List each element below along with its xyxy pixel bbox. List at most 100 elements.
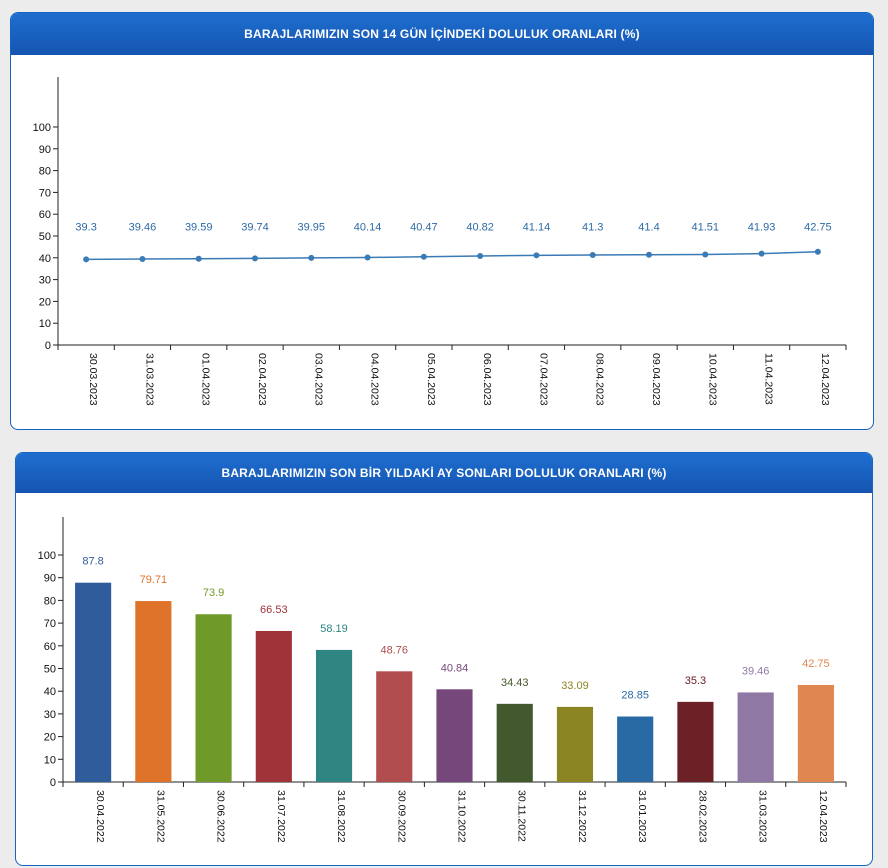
- monthly-bar-chart: 0 10 20 30 40 50 60 70 80 90 100 87.8 30.04.2022 79.7…: [38, 517, 847, 843]
- data-label: 41.4: [638, 222, 659, 234]
- data-label: 40.14: [354, 222, 382, 234]
- bar: [255, 630, 292, 782]
- data-point: [364, 254, 371, 261]
- data-label: 28.85: [621, 690, 649, 702]
- data-point: [589, 251, 596, 258]
- x-tick-label: 10.04.2023: [706, 353, 718, 406]
- y-tick-label: 0: [45, 340, 51, 352]
- data-point: [252, 255, 258, 262]
- x-tick-label: 04.04.2023: [369, 353, 381, 406]
- series-line: [86, 251, 818, 261]
- data-label: 39.3: [75, 222, 96, 234]
- x-tick-label: 31.01.2023: [636, 790, 648, 843]
- data-label: 42.75: [802, 658, 830, 670]
- y-tick-label: 60: [39, 209, 51, 221]
- data-point: [758, 250, 765, 257]
- x-tick-label: 31.03.2023: [757, 790, 769, 843]
- x-tick-label: 11.04.2023: [763, 353, 775, 405]
- bar: [677, 701, 714, 782]
- data-label: 39.46: [742, 665, 770, 677]
- y-tick-label: 90: [44, 573, 56, 585]
- bar: [617, 716, 654, 782]
- x-tick-label: 05.04.2023: [425, 353, 437, 406]
- y-tick-label: 40: [39, 253, 51, 265]
- data-point: [195, 255, 202, 262]
- bar: [315, 649, 353, 782]
- data-label: 41.3: [582, 222, 603, 234]
- data-label: 48.76: [381, 644, 409, 656]
- x-tick-label: 08.04.2023: [594, 353, 606, 406]
- bar: [556, 706, 594, 782]
- y-tick-label: 50: [39, 231, 51, 243]
- x-tick-label: 30.03.2023: [87, 353, 99, 406]
- data-label: 39.46: [129, 222, 157, 234]
- y-tick-label: 80: [39, 166, 51, 178]
- data-label: 66.53: [260, 604, 288, 616]
- data-label: 40.47: [410, 222, 438, 234]
- x-tick-label: 07.04.2023: [537, 353, 549, 406]
- x-tick-label: 30.09.2022: [395, 790, 407, 843]
- data-point: [533, 252, 540, 259]
- daily-fill-panel: BARAJLARIMIZIN SON 14 GÜN İÇİNDEKİ DOLUL…: [10, 12, 874, 430]
- monthly-fill-panel: BARAJLARIMIZIN SON BİR YILDAKİ AY SONLAR…: [15, 452, 873, 866]
- data-label: 73.9: [203, 587, 224, 599]
- data-label: 41.93: [748, 222, 776, 234]
- data-point: [814, 248, 821, 255]
- y-tick-label: 100: [38, 550, 56, 562]
- data-label: 34.43: [501, 677, 529, 689]
- bar: [75, 582, 112, 782]
- data-label: 79.71: [140, 574, 168, 586]
- data-label: 41.14: [523, 222, 551, 234]
- bar: [376, 671, 413, 782]
- data-point: [477, 253, 484, 260]
- data-label: 41.51: [692, 222, 720, 234]
- x-tick-label: 03.04.2023: [312, 353, 324, 406]
- x-tick-label: 28.02.2023: [696, 790, 708, 843]
- bar: [797, 684, 834, 782]
- y-tick-label: 60: [44, 641, 56, 653]
- x-tick-label: 31.08.2022: [335, 790, 347, 843]
- data-label: 40.82: [466, 222, 494, 234]
- x-tick-label: 31.05.2022: [154, 790, 166, 843]
- x-tick-label: 09.04.2023: [650, 353, 662, 406]
- x-tick-label: 12.04.2023: [819, 353, 831, 406]
- y-tick-label: 50: [44, 664, 56, 676]
- data-point: [420, 253, 427, 260]
- monthly-panel-title: BARAJLARIMIZIN SON BİR YILDAKİ AY SONLAR…: [16, 453, 872, 493]
- x-tick-label: 01.04.2023: [200, 353, 212, 406]
- y-tick-label: 30: [44, 709, 56, 721]
- x-tick-label: 31.12.2022: [576, 790, 588, 843]
- data-point: [646, 251, 652, 258]
- data-label: 39.95: [298, 222, 326, 234]
- y-tick-label: 10: [39, 318, 51, 330]
- data-label: 35.3: [685, 675, 706, 687]
- data-label: 33.09: [561, 680, 589, 692]
- x-tick-label: 30.04.2022: [94, 790, 106, 843]
- y-tick-label: 70: [44, 618, 56, 630]
- data-label: 39.74: [241, 222, 269, 234]
- data-label: 42.75: [804, 222, 832, 234]
- y-tick-label: 20: [39, 296, 51, 308]
- bar: [496, 703, 533, 782]
- y-tick-label: 0: [50, 777, 56, 789]
- x-tick-label: 31.07.2022: [275, 790, 287, 843]
- y-tick-label: 80: [44, 595, 56, 607]
- daily-line-chart: 0 10 20 30 40 50 60 70 80 90 100 30.03.2023 31.03.20…: [33, 77, 847, 406]
- x-tick-label: 30.11.2022: [516, 790, 528, 842]
- daily-panel-title: BARAJLARIMIZIN SON 14 GÜN İÇİNDEKİ DOLUL…: [11, 13, 873, 55]
- data-point: [308, 254, 315, 261]
- y-tick-label: 30: [39, 275, 51, 287]
- y-tick-label: 40: [44, 686, 56, 698]
- x-tick-label: 31.10.2022: [456, 790, 468, 843]
- y-tick-label: 70: [39, 187, 51, 199]
- data-label: 58.19: [320, 623, 348, 635]
- data-label: 40.84: [441, 662, 469, 674]
- data-point: [702, 251, 709, 258]
- x-tick-label: 12.04.2023: [817, 790, 829, 843]
- data-label: 87.8: [82, 556, 103, 568]
- y-tick-label: 10: [44, 754, 56, 766]
- x-tick-label: 30.06.2022: [215, 790, 227, 843]
- bar: [135, 601, 172, 782]
- y-tick-label: 90: [39, 144, 51, 156]
- x-tick-label: 02.04.2023: [256, 353, 268, 406]
